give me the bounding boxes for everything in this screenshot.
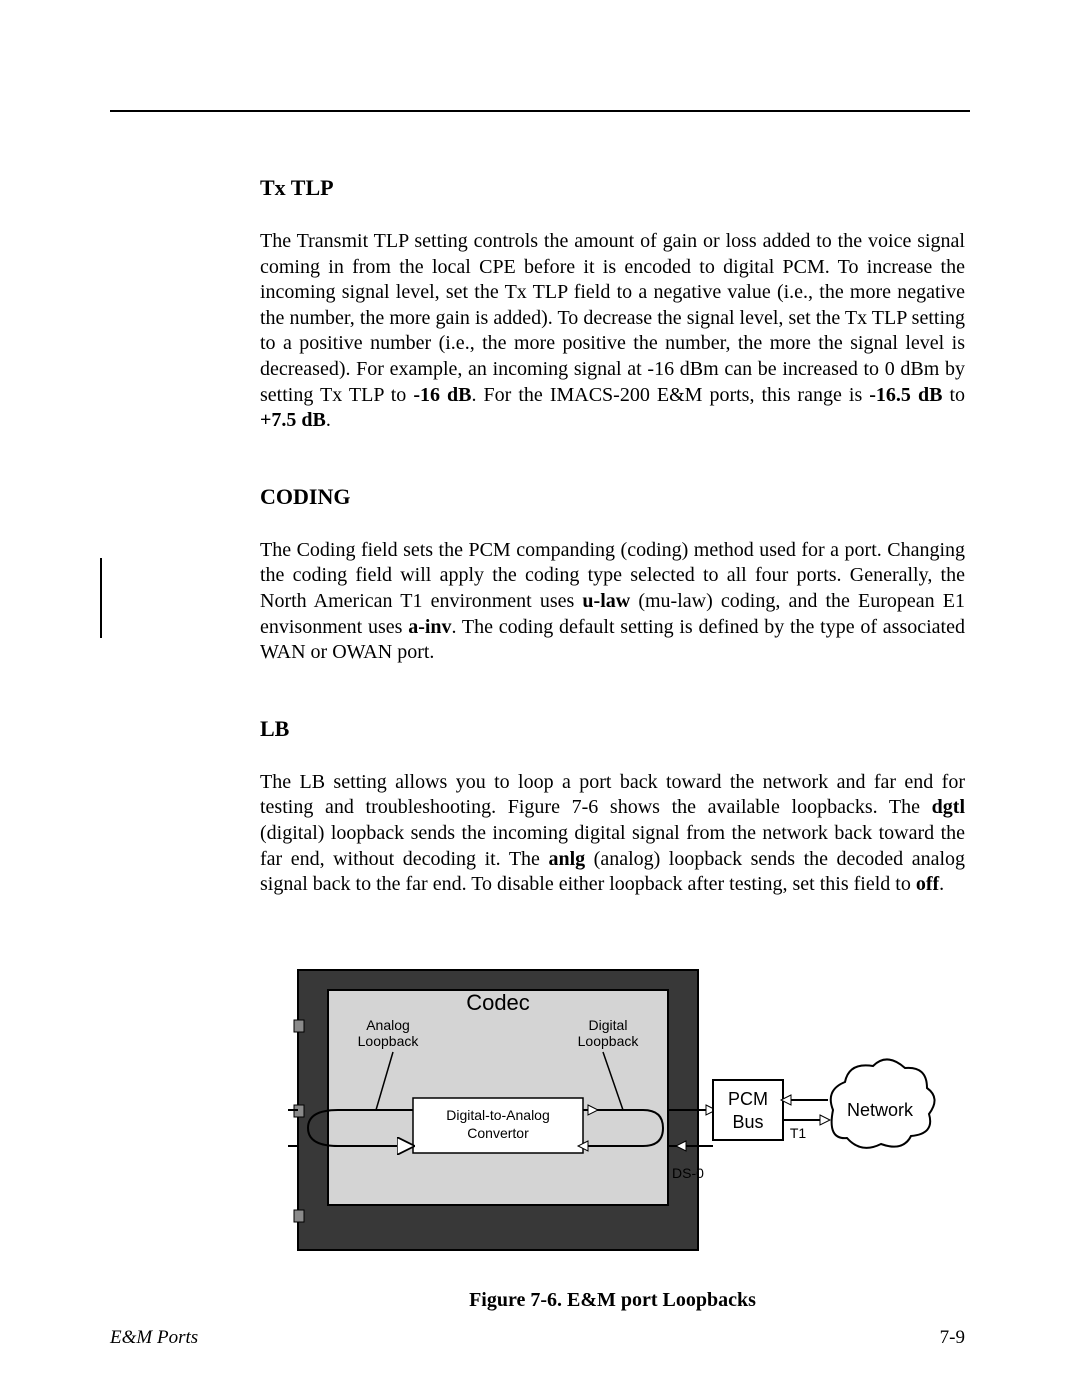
bold: dgtl xyxy=(932,796,965,818)
label-analog: Analog xyxy=(366,1017,410,1033)
dac-line1: Digital-to-Analog xyxy=(446,1107,550,1123)
heading-coding: CODING xyxy=(260,484,965,510)
pcm-line2: Bus xyxy=(732,1112,763,1132)
bold: u-law xyxy=(582,590,630,612)
footer-left: E&M Ports xyxy=(110,1327,198,1349)
document-page: Tx TLP The Transmit TLP setting controls… xyxy=(0,0,1080,1397)
change-bar xyxy=(100,558,102,638)
figure-7-6: Codec Analog Loopback Digital Loopback D… xyxy=(260,960,965,1312)
txt: . xyxy=(326,409,331,431)
para-lb: The LB setting allows you to loop a port… xyxy=(260,770,965,898)
txt: . xyxy=(939,873,944,895)
bold: -16 dB xyxy=(413,384,471,406)
main-content: Tx TLP The Transmit TLP setting controls… xyxy=(260,175,965,1312)
dac-line2: Convertor xyxy=(467,1125,529,1141)
pcm-line1: PCM xyxy=(728,1089,768,1109)
label-loopback-a: Loopback xyxy=(357,1033,419,1049)
network-label: Network xyxy=(846,1100,913,1120)
codec-title: Codec xyxy=(466,990,530,1015)
bold: a-inv xyxy=(408,616,451,638)
label-t1: T1 xyxy=(789,1125,806,1141)
top-rule xyxy=(110,110,970,112)
txt: . For the IMACS-200 E&M ports, this rang… xyxy=(472,384,870,406)
bold: anlg xyxy=(548,848,585,870)
heading-txtlp: Tx TLP xyxy=(260,175,965,201)
para-coding: The Coding field sets the PCM companding… xyxy=(260,538,965,666)
txt: to xyxy=(942,384,965,406)
label-loopback-d: Loopback xyxy=(577,1033,639,1049)
txt: The Transmit TLP setting controls the am… xyxy=(260,230,965,406)
para-txtlp: The Transmit TLP setting controls the am… xyxy=(260,229,965,434)
txt: The LB setting allows you to loop a port… xyxy=(260,771,965,819)
bold: +7.5 dB xyxy=(260,409,326,431)
bold: -16.5 dB xyxy=(869,384,942,406)
figure-caption: Figure 7-6. E&M port Loopbacks xyxy=(260,1289,965,1312)
label-ds0: DS-0 xyxy=(672,1165,704,1181)
bold: off xyxy=(916,873,939,895)
footer-right: 7-9 xyxy=(940,1327,965,1349)
loopback-diagram: Codec Analog Loopback Digital Loopback D… xyxy=(288,960,938,1260)
heading-lb: LB xyxy=(260,716,965,742)
label-digital: Digital xyxy=(588,1017,627,1033)
